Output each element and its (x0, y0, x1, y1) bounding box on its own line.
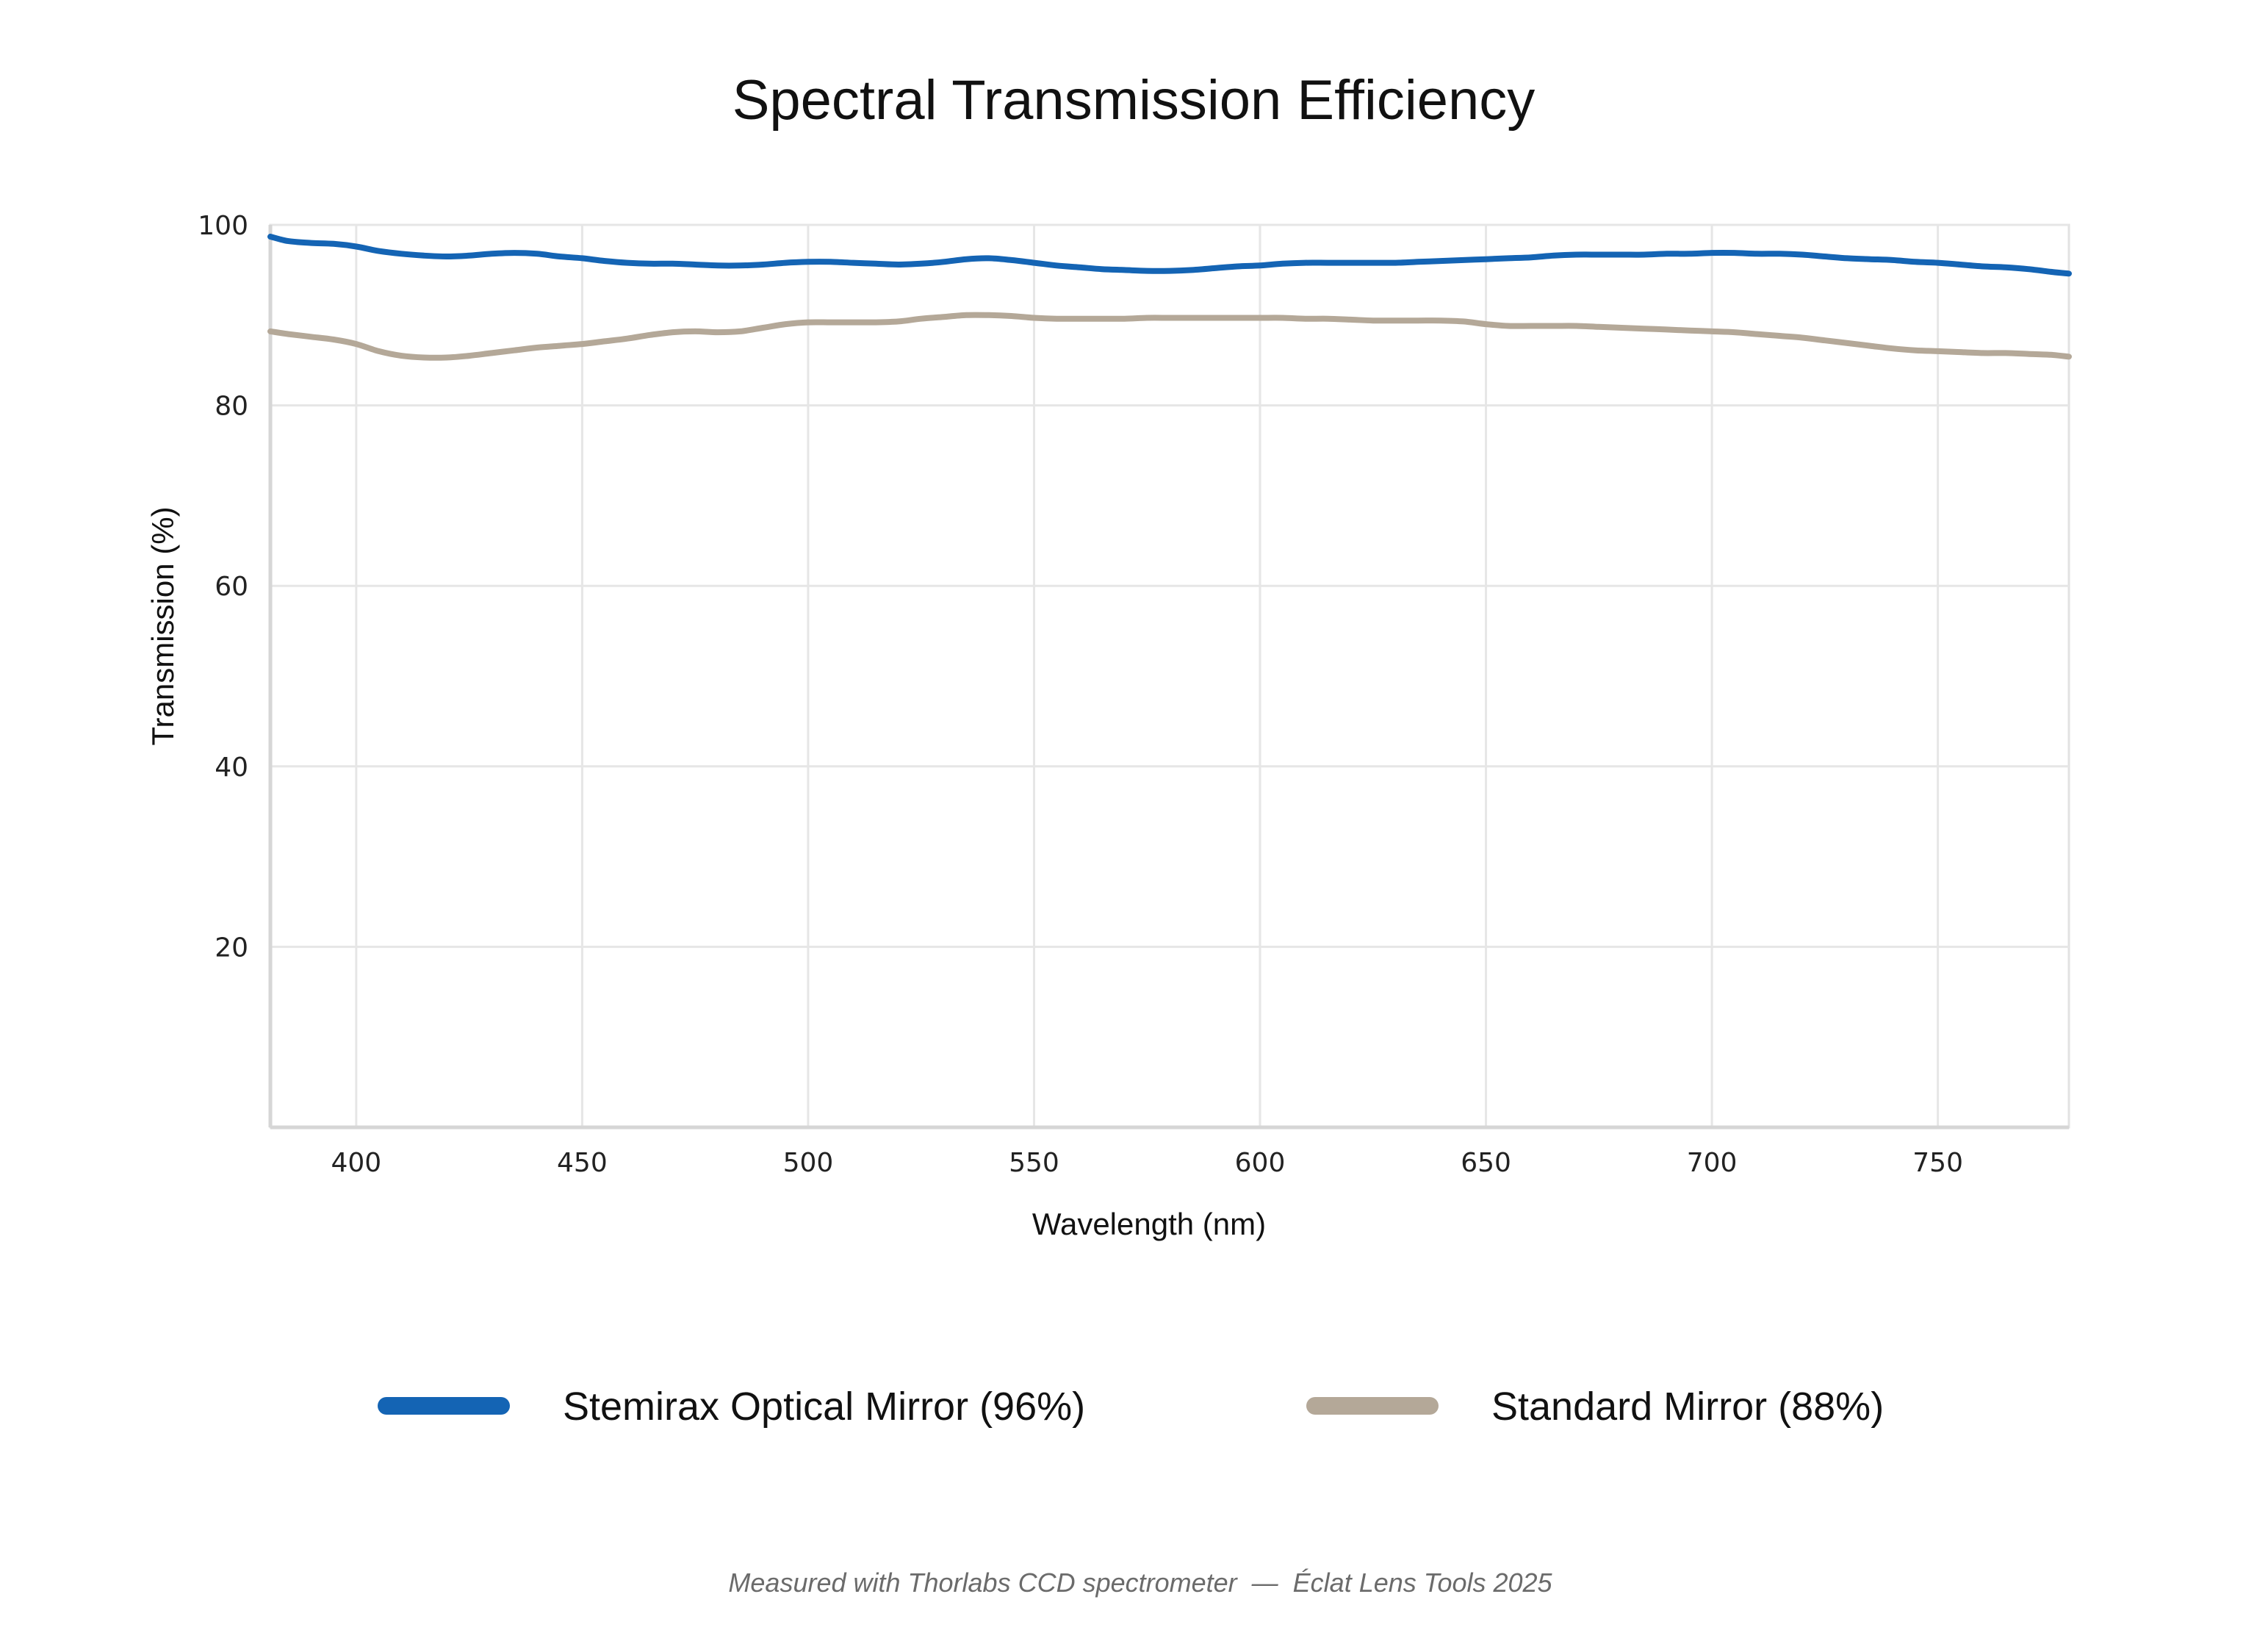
x-tick-450: 450 (557, 1148, 608, 1178)
x-tick-550: 550 (1009, 1148, 1059, 1178)
y-tick-40: 40 (215, 753, 248, 783)
y-tick-labels: 20 40 60 80 100 (198, 211, 248, 963)
axes (268, 225, 2069, 1130)
x-tick-labels: 400 450 500 550 600 650 700 750 (331, 1148, 1963, 1178)
x-axis-label: Wavelength (nm) (1032, 1207, 1266, 1241)
x-tick-700: 700 (1687, 1148, 1738, 1178)
x-tick-500: 500 (783, 1148, 834, 1178)
series-lines (267, 234, 2072, 361)
x-tick-650: 650 (1461, 1148, 1511, 1178)
x-tick-750: 750 (1912, 1148, 1963, 1178)
y-tick-60: 60 (215, 572, 248, 602)
y-tick-100: 100 (198, 211, 248, 241)
y-tick-80: 80 (215, 392, 248, 422)
plot-area (269, 223, 2070, 1129)
x-tick-600: 600 (1235, 1148, 1286, 1178)
y-axis-label: Transmission (%) (145, 506, 180, 745)
legend-label-standard: Standard Mirror (88%) (1491, 1385, 1884, 1429)
legend-label-stemirax: Stemirax Optical Mirror (96%) (563, 1385, 1085, 1429)
y-tick-20: 20 (215, 933, 248, 963)
chart-title: Spectral Transmission Efficiency (732, 69, 1536, 132)
legend: Stemirax Optical Mirror (96%) Standard M… (378, 1385, 1884, 1429)
x-tick-400: 400 (331, 1148, 382, 1178)
series-line-standard (267, 312, 2072, 361)
grid-lines (270, 223, 2069, 1127)
series-line-stemirax (267, 234, 2072, 277)
footnote: Measured with Thorlabs CCD spectrometer … (728, 1568, 1552, 1598)
